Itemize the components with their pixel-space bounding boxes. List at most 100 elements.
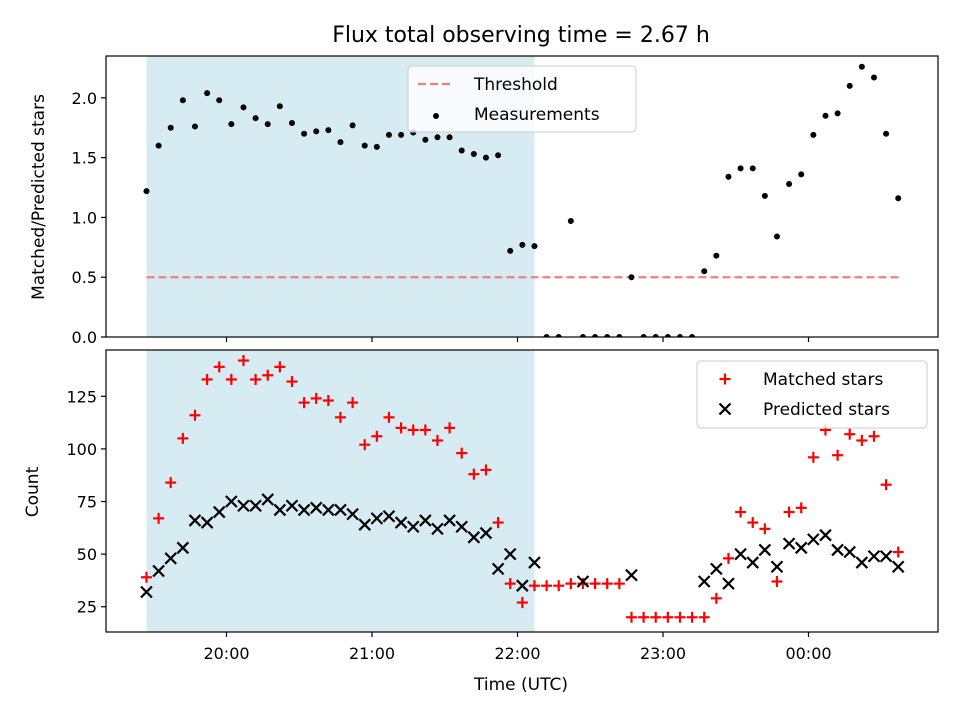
measurement-point: [337, 139, 344, 146]
legend: Threshold Measurements: [407, 65, 637, 133]
measurement-point: [858, 63, 865, 70]
predicted-stars-point: [746, 556, 760, 569]
matched-stars-point: [698, 611, 710, 623]
predicted-stars-point: [358, 518, 372, 531]
matched-stars-point: [528, 580, 540, 592]
predicted-stars-point: [734, 547, 747, 561]
matched-stars-point: [371, 430, 383, 442]
y-tick-label: 0.5: [72, 268, 97, 287]
measurement-point: [652, 334, 659, 337]
predicted-stars-point: [867, 549, 881, 563]
measurement-point: [773, 233, 780, 240]
matched-stars-point: [674, 611, 686, 623]
measurement-point: [616, 334, 623, 337]
measurement-point: [240, 104, 247, 111]
measurement-point: [167, 124, 174, 131]
measurement-point: [398, 131, 405, 138]
matched-stars-point: [359, 439, 371, 451]
x-tick-label: 21:00: [349, 644, 395, 663]
matched-stars-point: [735, 506, 747, 518]
matched-stars-point: [625, 611, 637, 623]
matched-stars-point: [807, 451, 819, 463]
predicted-stars-point: [794, 541, 808, 555]
measurement-point: [761, 192, 768, 199]
predicted-stars-point: [758, 543, 772, 557]
legend-label: Matched stars: [763, 370, 883, 390]
measurement-point: [628, 274, 635, 281]
matched-stars-point: [783, 506, 795, 518]
matched-stars-point: [237, 355, 249, 367]
measurement-point: [531, 243, 538, 250]
predicted-stars-point: [503, 547, 517, 561]
predicted-stars-point: [528, 556, 541, 569]
predicted-stars-point: [200, 516, 214, 529]
matched-stars-point: [589, 578, 601, 590]
predicted-stars-point: [419, 514, 432, 527]
matched-stars-point: [444, 422, 456, 434]
measurement-point: [385, 131, 392, 138]
predicted-stars-point: [831, 543, 844, 557]
matched-stars-point: [201, 373, 213, 385]
measurement-point: [458, 147, 465, 154]
matched-stars-point: [250, 373, 262, 385]
count-panel: 25 50 75 100 125 20:00 21:00 22:00 23:00 00:00 Mat…: [66, 349, 939, 663]
predicted-stars-point: [491, 562, 505, 576]
measurement-point: [276, 103, 283, 110]
predicted-stars-point: [237, 499, 250, 513]
predicted-stars-point: [576, 575, 590, 588]
measurement-point: [470, 151, 477, 158]
matched-stars-point: [189, 409, 201, 421]
measurement-point: [349, 122, 356, 129]
measurement-point: [640, 334, 647, 337]
y-tick-label: 1.5: [72, 149, 97, 168]
matched-stars-point: [456, 447, 468, 459]
measurement-point: [737, 165, 744, 172]
measurement-point: [313, 128, 320, 135]
matched-stars-point: [322, 395, 334, 407]
matched-stars-point: [286, 376, 298, 388]
matched-stars-point: [213, 361, 225, 373]
measurement-point: [191, 123, 198, 130]
measurement-point: [373, 143, 380, 150]
predicted-stars-point: [140, 585, 153, 599]
predicted-stars-point: [625, 568, 638, 582]
legend-predicted-swatch: [718, 402, 732, 416]
measurement-point: [252, 115, 259, 122]
predicted-stars-point: [855, 556, 869, 569]
predicted-stars-point: [309, 501, 323, 515]
predicted-stars-point: [394, 516, 408, 529]
measurement-point: [664, 334, 671, 337]
matched-stars-point: [516, 597, 528, 609]
y-tick-label: 125: [66, 387, 97, 406]
matched-stars-point: [880, 479, 892, 491]
x-tick-label: 22:00: [494, 644, 540, 663]
predicted-stars-point: [164, 552, 178, 565]
predicted-stars-point: [406, 520, 420, 534]
legend: Matched stars Predicted stars: [696, 360, 928, 429]
matched-stars-point: [553, 580, 565, 592]
predicted-stars-point: [176, 541, 190, 555]
legend-box: [696, 360, 928, 429]
predicted-stars-point: [710, 562, 723, 576]
measurement-point: [482, 154, 489, 161]
y-tick-label: 50: [77, 545, 97, 564]
predicted-stars-point: [697, 575, 711, 588]
measurement-point: [676, 334, 683, 337]
predicted-stars-point: [334, 503, 347, 517]
measurement-point: [216, 97, 223, 104]
predicted-stars-point: [212, 505, 226, 519]
predicted-stars-point: [819, 528, 832, 542]
predicted-stars-point: [346, 507, 359, 521]
measurement-point: [143, 188, 150, 195]
measurement-point: [870, 74, 877, 81]
matched-stars-point: [140, 571, 152, 583]
legend-box: [407, 65, 637, 133]
x-axis-label: Time (UTC): [473, 675, 568, 695]
matched-stars-point: [310, 392, 322, 404]
series-measurements: [143, 63, 902, 337]
measurement-point: [689, 334, 696, 337]
predicted-stars-point: [722, 577, 735, 590]
bottom-y-axis-label: Count: [23, 466, 43, 517]
matched-stars-point: [686, 611, 698, 623]
matched-stars-point: [710, 592, 722, 604]
